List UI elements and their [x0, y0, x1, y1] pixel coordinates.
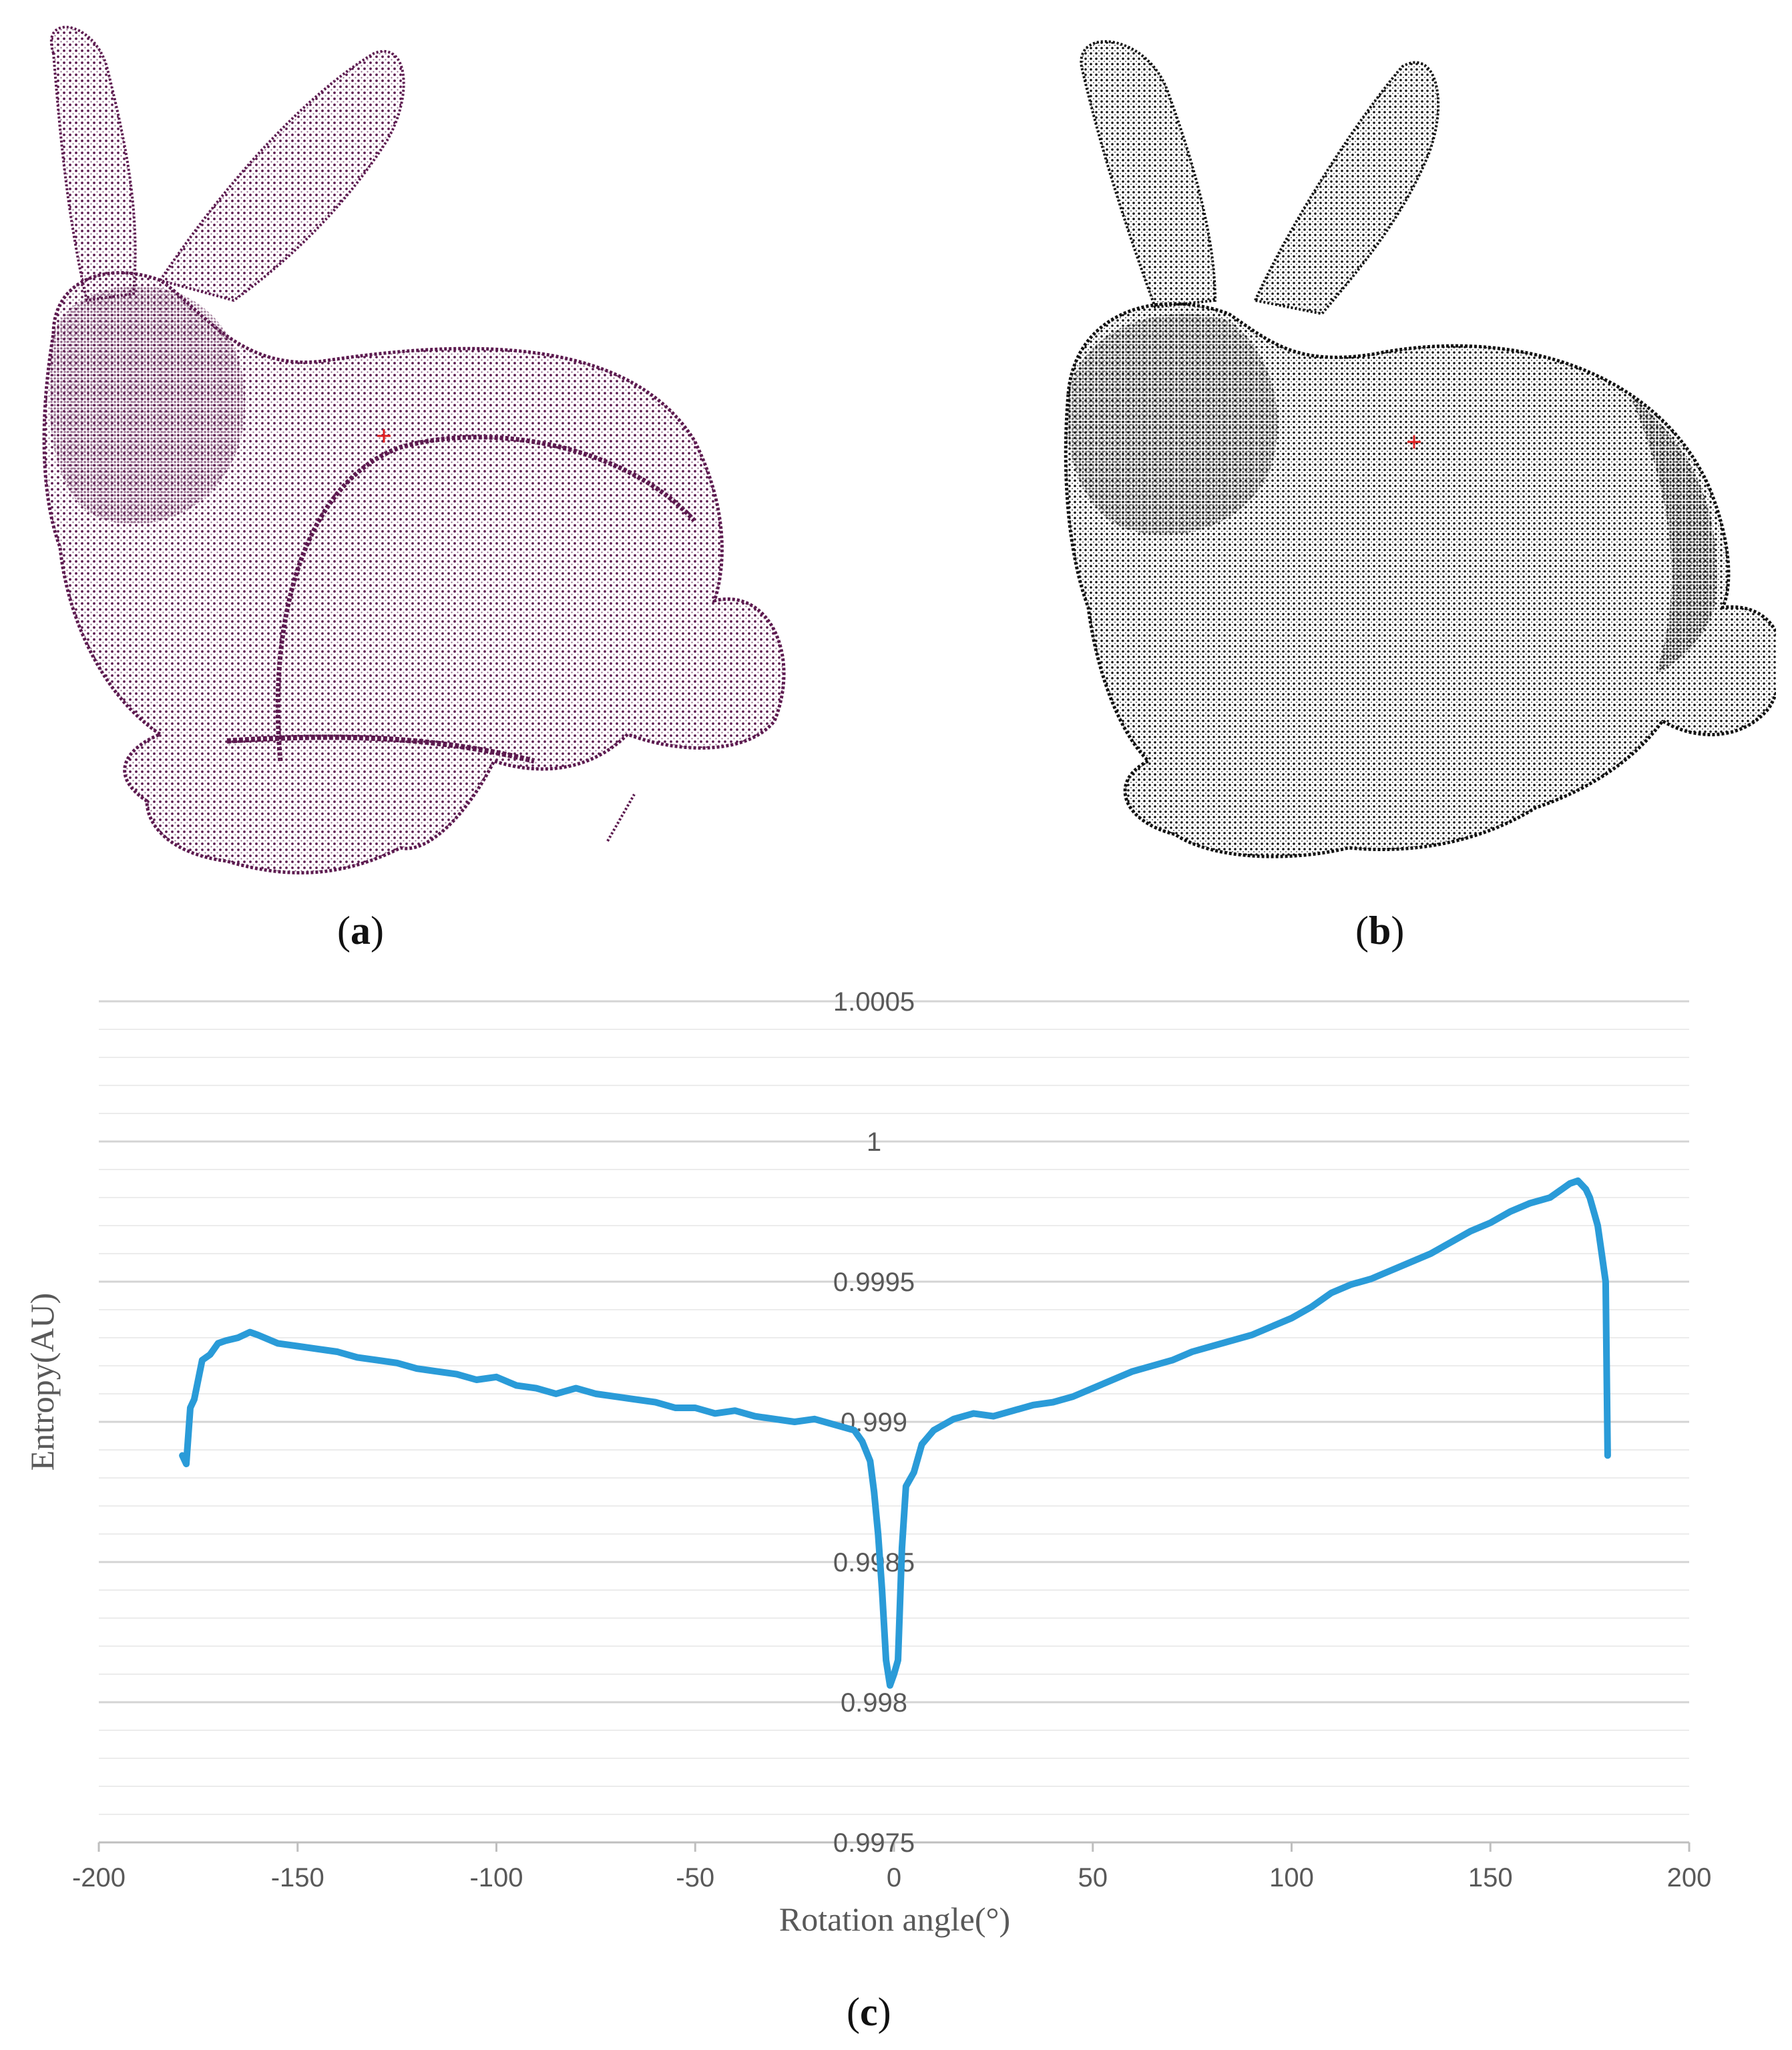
bunny-b-front-ear [1253, 61, 1440, 316]
panel-label-b: (b) [1355, 909, 1405, 953]
x-tick-label: 150 [1468, 1863, 1513, 1892]
panel-label-a: (a) [337, 909, 384, 953]
x-tick-label: -100 [469, 1863, 523, 1892]
bunny-point-cloud-b [1064, 40, 1776, 858]
bunny-point-cloud-a [42, 25, 786, 874]
bunny-b-head [1067, 314, 1278, 535]
bunny-a-back-ear [49, 25, 137, 302]
center-marker-b [1407, 435, 1421, 449]
y-tick-label: 1 [867, 1127, 881, 1157]
y-axis-title: Entropy(AU) [23, 1293, 61, 1471]
bunny-b-back-shading [1629, 394, 1717, 674]
y-tick-label: 0.9975 [833, 1828, 915, 1858]
x-tick-label: -200 [72, 1863, 126, 1892]
x-tick-label: 50 [1078, 1863, 1108, 1892]
y-tick-label: 0.998 [841, 1688, 907, 1718]
bunny-a-front-ear [158, 50, 405, 302]
y-tick-label: 0.999 [841, 1408, 907, 1437]
bunny-a-head [49, 286, 246, 524]
entropy-chart: -200 -150 -100 -50 0 50 100 150 200 0.9975 0.998 0… [23, 987, 1711, 1938]
bunny-b-back-ear [1080, 40, 1217, 309]
x-tick-label: -150 [271, 1863, 324, 1892]
x-tick-label: 100 [1269, 1863, 1314, 1892]
x-tick-label: -50 [676, 1863, 714, 1892]
center-marker-a [377, 429, 391, 443]
y-tick-label: 1.0005 [833, 987, 915, 1017]
x-tick-label: 200 [1667, 1863, 1712, 1892]
bunny-a-leg-line [226, 734, 535, 764]
panel-label-c: (c) [847, 1990, 891, 2034]
bunny-a-stray-points [606, 794, 636, 842]
x-tick-labels: -200 -150 -100 -50 0 50 100 150 200 [72, 1863, 1711, 1892]
bunny-a-haunch [275, 435, 696, 762]
x-tick-label: 0 [887, 1863, 901, 1892]
x-axis-title: Rotation angle(°) [779, 1900, 1010, 1938]
chart-axes [97, 1841, 1691, 1852]
entropy-series-line [179, 1177, 1611, 1689]
y-tick-label: 0.9995 [833, 1268, 915, 1297]
